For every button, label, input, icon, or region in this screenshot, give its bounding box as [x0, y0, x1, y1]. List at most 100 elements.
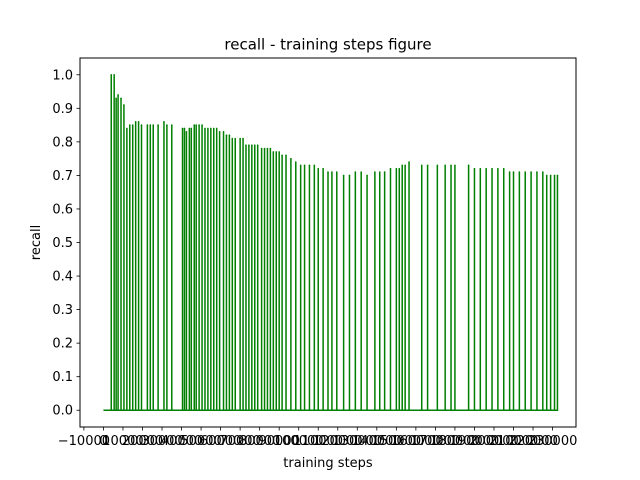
- data-point: [115, 97, 117, 100]
- data-point: [228, 134, 231, 136]
- x-tick-label: 10000: [102, 434, 143, 449]
- x-tick-label: 80000: [239, 434, 280, 449]
- data-point: [342, 174, 345, 177]
- data-point: [207, 127, 209, 130]
- data-point: [215, 127, 218, 130]
- data-point: [134, 120, 137, 123]
- data-point: [467, 164, 470, 167]
- data-point: [234, 137, 237, 140]
- data-point: [157, 124, 159, 126]
- data-point: [204, 127, 206, 130]
- data-point: [348, 174, 351, 177]
- data-point: [225, 134, 228, 136]
- x-tick-label: 150000: [372, 434, 422, 449]
- data-point: [378, 171, 381, 173]
- y-tick-label: 0.5: [52, 236, 73, 251]
- data-point: [263, 147, 266, 150]
- data-point: [137, 120, 140, 123]
- data-point: [524, 171, 527, 173]
- data-point: [281, 154, 283, 157]
- x-tick-label: −10000: [58, 434, 110, 449]
- data-point: [210, 127, 212, 130]
- plot-area: [103, 73, 559, 411]
- data-point: [508, 171, 511, 173]
- data-point: [294, 161, 297, 163]
- y-tick-label: 0.9: [52, 102, 73, 117]
- data-point: [327, 171, 329, 173]
- data-point: [545, 174, 548, 177]
- chart-title: recall - training steps figure: [224, 36, 431, 54]
- y-tick-label: 0.4: [52, 270, 73, 285]
- data-point: [426, 164, 429, 167]
- data-point: [389, 167, 392, 170]
- x-tick-label: 190000: [450, 434, 500, 449]
- data-point: [285, 154, 287, 157]
- data-point: [542, 171, 544, 173]
- data-point: [354, 171, 357, 173]
- data-point: [450, 164, 452, 167]
- data-point: [290, 157, 292, 160]
- data-point: [126, 127, 128, 130]
- data-point: [398, 167, 401, 170]
- x-tick-label: 30000: [141, 434, 182, 449]
- data-point: [218, 131, 221, 133]
- data-point: [436, 164, 439, 167]
- data-point: [491, 167, 493, 170]
- data-point: [242, 137, 244, 140]
- data-point: [117, 94, 119, 96]
- data-point: [395, 167, 398, 170]
- data-point: [454, 164, 456, 167]
- x-tick-label: 230000: [528, 434, 578, 449]
- data-point: [335, 171, 338, 173]
- data-point: [181, 127, 184, 130]
- data-point: [518, 171, 521, 173]
- x-axis-label: training steps: [283, 456, 373, 471]
- data-point: [485, 167, 487, 170]
- data-point: [322, 167, 324, 170]
- x-tick-label: 90000: [259, 434, 300, 449]
- y-tick-label: 0.7: [52, 169, 73, 184]
- x-tick-label: 0: [99, 434, 107, 449]
- data-point: [170, 124, 173, 126]
- x-tick-label: 140000: [352, 434, 402, 449]
- data-point: [253, 144, 256, 147]
- data-point: [536, 171, 538, 173]
- data-point: [269, 147, 272, 150]
- data-point: [193, 124, 196, 126]
- data-point: [163, 120, 165, 123]
- data-point: [198, 124, 200, 126]
- data-point: [317, 167, 320, 170]
- data-point: [212, 127, 215, 130]
- data-point: [248, 144, 250, 147]
- data-point: [188, 127, 191, 130]
- x-tick-label: 130000: [332, 434, 382, 449]
- y-axis: 0.0 0.1 0.2 0.3 0.4 0.5 0.6 0.7 0.8 0.9 1.0: [52, 68, 80, 419]
- data-point: [260, 147, 263, 150]
- data-point: [123, 104, 125, 106]
- data-point: [149, 124, 152, 126]
- data-point: [278, 151, 280, 153]
- data-point: [146, 124, 149, 126]
- data-point: [140, 124, 143, 126]
- data-point: [360, 171, 363, 173]
- data-point: [110, 73, 113, 76]
- data-point: [404, 164, 406, 167]
- data-point: [195, 124, 197, 126]
- data-point: [131, 124, 134, 126]
- data-point: [185, 131, 188, 133]
- data-point: [512, 171, 515, 173]
- plot-frame: [79, 57, 577, 428]
- y-tick-label: 0.3: [52, 303, 73, 318]
- data-point: [245, 144, 247, 147]
- x-tick-label: 70000: [219, 434, 260, 449]
- data-point: [166, 124, 168, 126]
- data-point: [408, 161, 410, 163]
- data-point: [183, 127, 186, 130]
- data-point: [374, 171, 376, 173]
- x-tick-label: 220000: [508, 434, 558, 449]
- data-point: [152, 124, 155, 126]
- data-point: [201, 124, 203, 126]
- x-tick-label: 210000: [489, 434, 539, 449]
- data-point: [556, 174, 559, 177]
